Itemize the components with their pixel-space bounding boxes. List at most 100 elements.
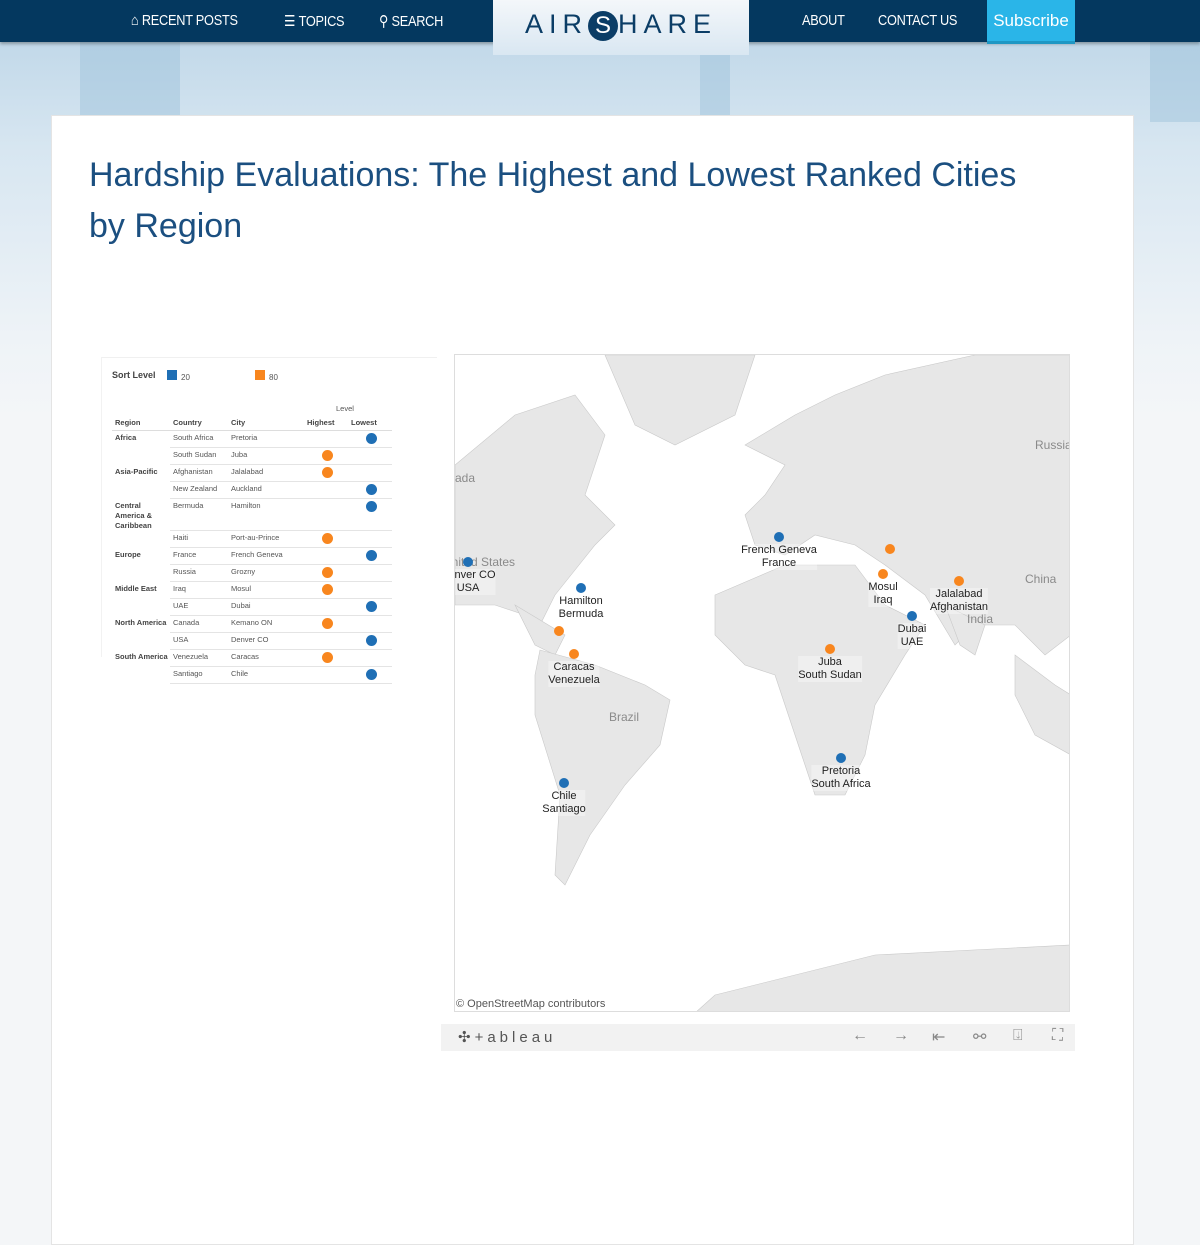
map-base-label: India (967, 612, 994, 626)
label-country: Venezuela (548, 674, 600, 686)
cell-country: Santiago (170, 666, 228, 685)
col-header: Highest (304, 416, 348, 432)
cell-region (112, 667, 170, 684)
map-marker-highest[interactable] (554, 626, 564, 636)
nav-contact[interactable]: CONTACT US (878, 12, 957, 29)
cell-region (112, 565, 170, 582)
map-marker-lowest[interactable] (463, 557, 473, 567)
level-dot-highest[interactable] (322, 584, 333, 596)
map-marker-label: Dubai UAE (897, 623, 927, 649)
cell-city: Pretoria (228, 430, 304, 449)
cell-city: Mosul (228, 581, 304, 600)
map-marker-lowest[interactable] (576, 583, 586, 593)
cell-lowest (348, 666, 392, 685)
map-attribution[interactable]: © OpenStreetMap contributors (456, 998, 606, 1010)
table-row: Santiago Chile (112, 666, 392, 685)
site-logo[interactable]: AIR S HARE (493, 0, 749, 55)
map-marker-highest[interactable] (825, 644, 835, 654)
cell-region (112, 599, 170, 616)
map-marker-highest[interactable] (954, 576, 964, 586)
level-dot-lowest[interactable] (366, 669, 377, 681)
map-marker-lowest[interactable] (907, 611, 917, 621)
cell-region: Africa (115, 433, 137, 443)
tableau-logo[interactable]: ✣+ableau (458, 1028, 556, 1046)
cell-lowest (348, 447, 392, 466)
table-row: Europe France French Geneva (112, 547, 392, 566)
level-dot-highest[interactable] (322, 567, 333, 579)
cell-region: North America (115, 617, 167, 627)
level-dot-lowest[interactable] (366, 501, 377, 513)
cell-lowest (348, 564, 392, 583)
nav-about[interactable]: ABOUT (802, 12, 845, 29)
revert-button[interactable]: ⇤ (932, 1029, 946, 1046)
cell-city: Port-au-Prince (228, 530, 304, 549)
nav-topics[interactable]: ☰ TOPICS (284, 12, 345, 31)
redo-button[interactable]: → (893, 1027, 909, 1044)
cell-country: France (170, 547, 228, 566)
cell-country: Iraq (170, 581, 228, 600)
data-table-panel: Sort Level 20 80 Level Region Country Ci… (101, 357, 437, 685)
cell-city: Auckland (228, 481, 304, 500)
cell-region (112, 482, 170, 499)
map-marker-lowest[interactable] (559, 778, 569, 788)
cell-highest (304, 547, 348, 566)
world-map[interactable]: ada United States Russia China India Bra… (454, 354, 1070, 1012)
map-marker-highest[interactable] (878, 569, 888, 579)
map-marker-highest[interactable] (569, 649, 579, 659)
cell-lowest (348, 598, 392, 617)
map-marker-label: Hamilton Bermuda (558, 595, 604, 621)
cell-region: South America (115, 651, 168, 661)
label-city: Denver CO (454, 569, 496, 581)
cell-highest (304, 564, 348, 583)
col-header: Region (112, 416, 170, 432)
search-icon: ⚲ (379, 13, 389, 30)
table-row: USA Denver CO (112, 632, 392, 651)
table-row: Haiti Port-au-Prince (112, 530, 392, 549)
level-dot-highest[interactable] (322, 450, 333, 462)
cell-highest (304, 481, 348, 500)
label-country: France (761, 557, 797, 569)
level-dot-highest[interactable] (322, 652, 333, 664)
cell-country: Russia (170, 564, 228, 583)
cell-country: South Africa (170, 430, 228, 449)
map-marker-label: Juba South Sudan (798, 656, 862, 682)
basemap (455, 355, 1069, 1011)
label-country: South Africa (811, 778, 871, 790)
cell-lowest (348, 481, 392, 500)
level-dot-highest[interactable] (322, 467, 333, 479)
label-city: Caracas (553, 661, 595, 673)
nav-search[interactable]: ⚲ SEARCH (379, 12, 443, 31)
level-dot-lowest[interactable] (366, 601, 377, 613)
label-city: Pretoria (821, 765, 861, 777)
level-dot-highest[interactable] (322, 618, 333, 630)
table-row: North America Canada Kemano ON (112, 615, 392, 634)
label-city: Mosul (868, 581, 898, 593)
page-title: Hardship Evaluations: The Highest and Lo… (89, 156, 1017, 245)
cell-region (112, 531, 170, 548)
level-dot-lowest[interactable] (366, 635, 377, 647)
download-icon[interactable]: ⍗ (1013, 1027, 1023, 1044)
cell-region: Asia-Pacific (115, 466, 158, 476)
fullscreen-icon[interactable]: ⛶ (1052, 1027, 1064, 1044)
undo-button[interactable]: ← (852, 1027, 868, 1044)
cell-lowest (348, 581, 392, 600)
cell-country: UAE (170, 598, 228, 617)
bg-shape (700, 42, 730, 122)
map-marker-lowest[interactable] (774, 532, 784, 542)
share-icon[interactable]: ⚯ (973, 1029, 987, 1046)
table-row: Central America & Caribbean Bermuda Hamilt… (112, 498, 392, 532)
map-base-label: Brazil (609, 710, 640, 724)
col-header: City (228, 416, 304, 432)
nav-recent-posts[interactable]: ⌂ RECENT POSTS (131, 12, 238, 29)
level-dot-lowest[interactable] (366, 484, 377, 496)
map-marker-highest[interactable] (885, 544, 895, 554)
level-dot-lowest[interactable] (366, 550, 377, 562)
level-dot-highest[interactable] (322, 533, 333, 545)
level-dot-lowest[interactable] (366, 433, 377, 445)
subscribe-button[interactable]: Subscribe (987, 0, 1075, 44)
table-row: South America Venezuela Caracas (112, 649, 392, 668)
map-marker-lowest[interactable] (836, 753, 846, 763)
logo-s-badge: S (588, 11, 618, 41)
cell-city: Grozny (228, 564, 304, 583)
